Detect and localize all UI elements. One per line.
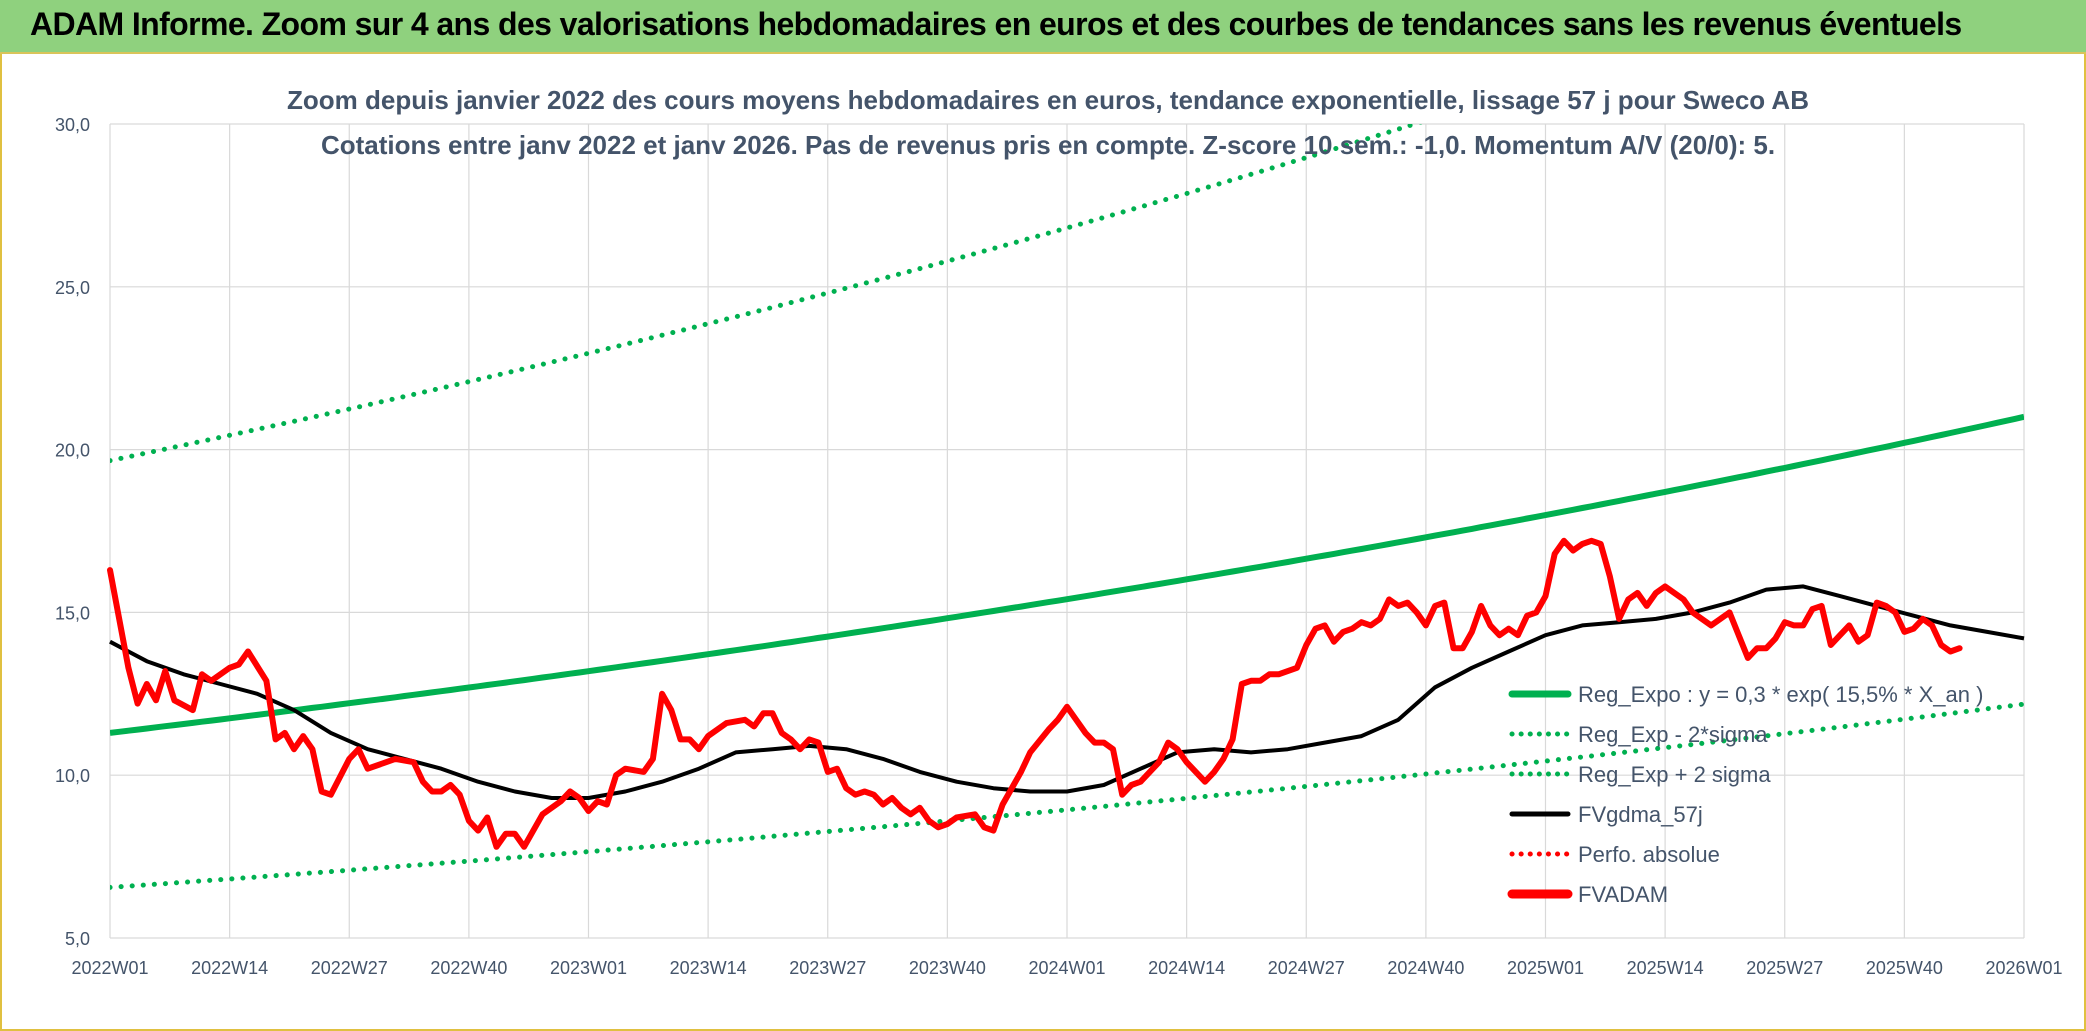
y-tick-label: 20,0 (55, 441, 90, 461)
x-tick-label: 2024W40 (1387, 958, 1464, 978)
report-title: ADAM Informe. Zoom sur 4 ans des valoris… (30, 6, 1962, 42)
legend-label: Reg_Expo : y = 0,3 * exp( 15,5% * X_an ) (1578, 682, 1983, 707)
x-tick-label: 2023W01 (550, 958, 627, 978)
chart-title-line-2: Cotations entre janv 2022 et janv 2026. … (321, 130, 1775, 160)
legend-label: Reg_Exp - 2*sigma (1578, 722, 1768, 747)
y-tick-label: 25,0 (55, 278, 90, 298)
series-lower-band (110, 701, 2024, 890)
chart-title-line-1: Zoom depuis janvier 2022 des cours moyen… (287, 85, 1809, 115)
chart-grid (109, 123, 2025, 939)
y-tick-label: 10,0 (55, 766, 90, 786)
x-tick-label: 2023W40 (909, 958, 986, 978)
chart-axis-labels: 2022W01 2022W14 2022W27 2022W40 2023W01 2023W… (55, 115, 2063, 978)
series-regression (110, 413, 2024, 736)
chart-frame (0, 54, 2086, 1031)
x-tick-label: 2022W40 (430, 958, 507, 978)
x-tick-label: 2025W01 (1507, 958, 1584, 978)
x-tick-label: 2024W27 (1268, 958, 1345, 978)
x-tick-label: 2023W27 (789, 958, 866, 978)
x-tick-label: 2023W14 (670, 958, 747, 978)
legend-label: Reg_Exp + 2 sigma (1578, 762, 1771, 787)
x-tick-label: 2026W01 (1985, 958, 2062, 978)
x-tick-label: 2022W27 (311, 958, 388, 978)
x-tick-label: 2024W14 (1148, 958, 1225, 978)
x-tick-label: 2022W14 (191, 958, 268, 978)
x-tick-label: 2025W27 (1746, 958, 1823, 978)
x-tick-label: 2022W01 (71, 958, 148, 978)
x-tick-label: 2025W14 (1627, 958, 1704, 978)
x-tick-label: 2024W01 (1028, 958, 1105, 978)
legend-label: FVADAM (1578, 882, 1668, 907)
x-tick-label: 2025W40 (1866, 958, 1943, 978)
y-tick-label: 30,0 (55, 115, 90, 135)
series-price (107, 537, 1963, 850)
chart-legend: Reg_Expo : y = 0,3 * exp( 15,5% * X_an )… (1507, 682, 1983, 907)
report-banner: ADAM Informe. Zoom sur 4 ans des valoris… (0, 0, 2086, 54)
y-tick-label: 15,0 (55, 603, 90, 623)
series-smoothed (109, 584, 2025, 800)
y-tick-label: 5,0 (65, 929, 90, 949)
legend-label: FVgdma_57j (1578, 802, 1703, 827)
legend-label: Perfo. absolue (1578, 842, 1720, 867)
chart-series (107, 124, 2025, 890)
